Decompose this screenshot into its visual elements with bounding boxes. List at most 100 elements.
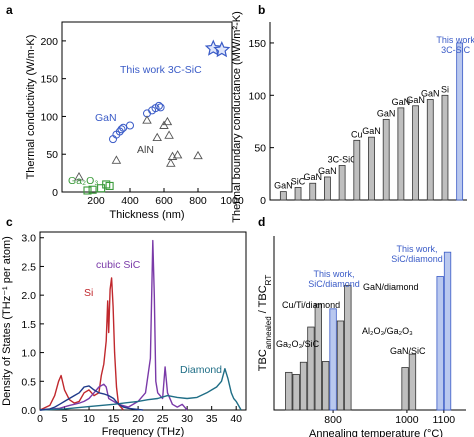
bar-b (382, 118, 390, 201)
bar-b (338, 165, 346, 201)
x-axis-label-c: Frequency (THz) (102, 426, 185, 437)
bar-b (279, 191, 287, 201)
aln-point (166, 158, 176, 167)
y-tick-label-b: 150 (248, 38, 266, 50)
x-tick-label-c: 35 (206, 413, 218, 425)
bar-d (299, 361, 308, 411)
y-tick-label-c: 1.5 (21, 319, 36, 331)
annotation-this-work-d1-2: SiC/diamond (308, 279, 360, 289)
x-tick-label-a: 200 (87, 195, 105, 207)
aln-point (172, 150, 183, 159)
gan-point (154, 101, 163, 110)
x-tick-label-c: 15 (108, 413, 120, 425)
bar-b (324, 176, 331, 201)
y-tick-label-a: 150 (40, 74, 58, 86)
y-tick-label-c: 2.5 (21, 261, 36, 273)
y-tick-label-a: 200 (40, 36, 58, 48)
dos-line-3 (39, 385, 144, 411)
annotation-this-work-d1-1: This work, (313, 269, 354, 279)
panel-label-d: d (258, 215, 265, 229)
bar-d (408, 353, 417, 411)
ga2o3-point (83, 186, 92, 195)
bar-label-b: GaN (406, 95, 425, 105)
x-tick-label-d: 1000 (395, 414, 419, 426)
bar-label-b: GaN (377, 108, 396, 118)
panel-a-frame (61, 21, 233, 193)
bar-label-b: SiC (291, 176, 306, 186)
y-axis-label-a: Thermal conductivity (W/m-K) (25, 35, 37, 180)
x-tick-label-a: 1000 (220, 195, 244, 207)
x-tick-label-d: 800 (324, 414, 342, 426)
gan-point (117, 125, 126, 134)
bar-d (307, 326, 315, 411)
bar-label-b: GaN (303, 172, 322, 182)
annotation-al2o3-ga2o3: Al₂O₃/Ga₂O₃ (362, 326, 413, 336)
annotation-this-work-a: This work 3C-SiC (120, 64, 202, 76)
annotation-diamond: Diamond (180, 364, 222, 376)
ga2o3-point (105, 181, 114, 191)
panel-c-line: 0 5 10 15 20 25 30 35 40 0.0 0.5 1.0 1.5 2.0 2.5 3.0 Fre… (1, 231, 247, 437)
annotation-gan: GaN (95, 112, 117, 124)
bar-d (329, 308, 337, 411)
x-tick-label-c: 25 (157, 413, 169, 425)
gan-point (126, 121, 134, 130)
bar-d (292, 373, 300, 411)
x-tick-label-c: 30 (181, 413, 193, 425)
bar-d (401, 367, 409, 411)
y-tick-label-a: 100 (40, 111, 58, 123)
bar-d (436, 276, 444, 411)
y-tick-label-b: 100 (248, 90, 266, 102)
x-tick-label-c: 0 (37, 413, 43, 425)
dos-line-2 (39, 368, 242, 411)
aln-point (167, 151, 178, 160)
y-tick-label-c: 0.5 (21, 376, 36, 388)
x-tick-label-c: 10 (83, 413, 95, 425)
aln-point (193, 150, 203, 160)
x-axis-label-d: Annealing temperature (°C) (309, 428, 443, 437)
annotation-cu-ti-diamond: Cu/Ti/diamond (282, 300, 340, 310)
panel-label-b: b (258, 3, 265, 17)
bar-b (294, 187, 302, 201)
aln-point (74, 171, 84, 181)
this-work-star (204, 39, 222, 56)
x-tick-label-d: 1100 (433, 414, 456, 426)
x-tick-label-a: 400 (121, 195, 139, 207)
bar-label-b: 3C-SiC (328, 154, 358, 164)
bar-label-b: Cu (351, 129, 363, 139)
y-tick-label-c: 1.0 (21, 348, 36, 360)
y-tick-label-b: 0 (260, 195, 266, 207)
x-tick-label-a: 600 (155, 195, 173, 207)
bar-label-b: GaN (362, 126, 381, 136)
panel-label-c: c (6, 215, 13, 229)
annotation-aln: AlN (137, 144, 154, 156)
dos-line-1 (39, 239, 188, 411)
this-work-star (213, 40, 231, 58)
bar-b (412, 105, 419, 201)
panel-d-bar: 800 1000 1100 Annealing temperature (°C) TBC… (257, 236, 466, 437)
aln-point (111, 155, 122, 164)
bar-label-b: GaN (392, 97, 411, 107)
annotation-gan-diamond: GaN/diamond (363, 282, 419, 292)
aln-point (164, 130, 174, 139)
bar-label-b: Si (441, 84, 449, 94)
y-tick-label-a: 50 (46, 149, 58, 161)
bar-b (368, 136, 375, 201)
bar-label-b: GaN (274, 181, 293, 191)
bar-d (344, 284, 352, 411)
x-tick-label-c: 40 (230, 413, 242, 425)
annotation-cubic-sic: cubic SiC (96, 259, 141, 271)
annotation-this-work-d2-1: This work, (396, 244, 437, 254)
bar-d (443, 251, 452, 411)
y-tick-label-c: 2.0 (21, 290, 36, 302)
aln-point (162, 116, 173, 126)
x-tick-label-a: 800 (189, 195, 207, 207)
panel-c-frame (39, 231, 247, 411)
bar-d (336, 320, 345, 411)
bar-b (426, 99, 434, 201)
bar-label-b: GaN (421, 88, 440, 98)
annotation-this-work-b-2: 3C-SiC (441, 45, 471, 55)
y-tick-label-c: 3.0 (21, 233, 36, 245)
annotation-si: Si (84, 287, 93, 299)
bar-d (314, 303, 322, 411)
